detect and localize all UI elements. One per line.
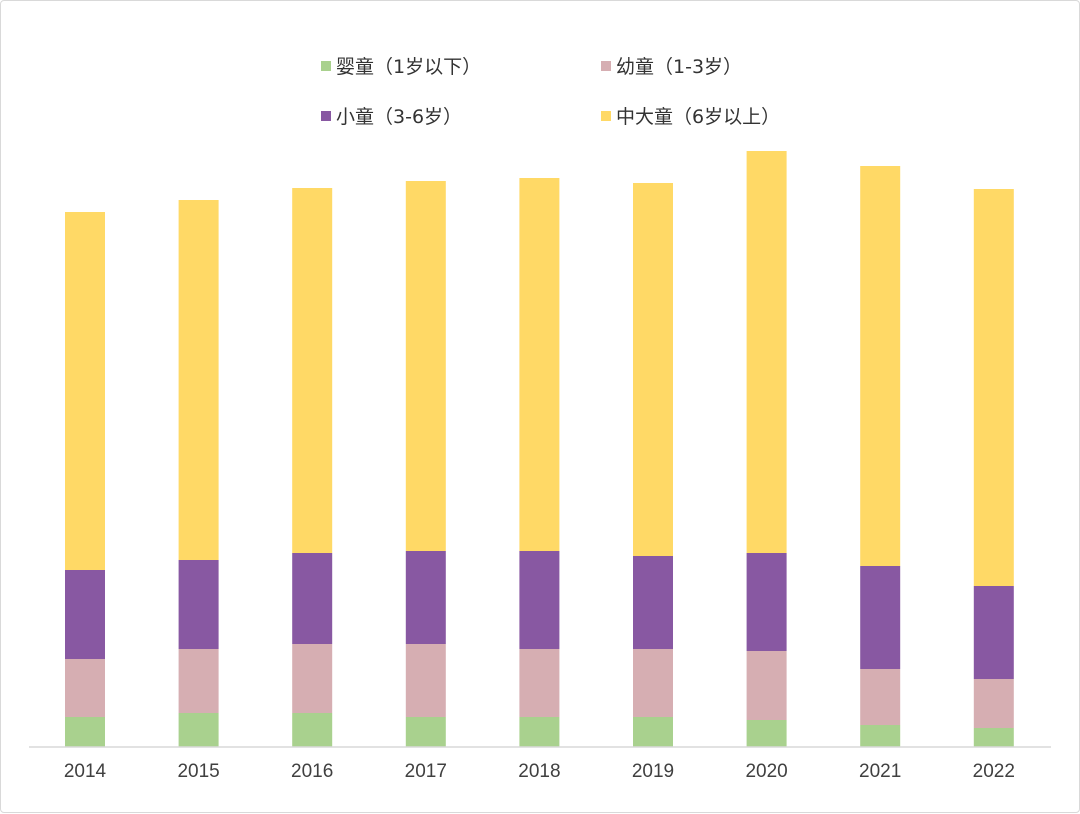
x-tick-label: 2020 (745, 761, 787, 782)
bar-segment-2020-series-2 (746, 553, 787, 651)
bar-segment-2017-series-0 (405, 717, 446, 747)
bar-segment-2020-series-3 (746, 151, 787, 553)
x-tick-label: 2016 (291, 761, 333, 782)
bar-segment-2017-series-1 (405, 644, 446, 717)
legend-swatch (601, 61, 611, 71)
x-tick-label: 2014 (64, 761, 107, 782)
bar-segment-2019-series-1 (633, 649, 673, 717)
bar-segment-2014-series-0 (65, 717, 105, 747)
legend-item: 小童（3-6岁） (321, 106, 462, 128)
legend-item: 幼童（1-3岁） (601, 56, 742, 78)
bar-segment-2019-series-2 (633, 556, 673, 649)
bar-segment-2022-series-0 (973, 728, 1014, 747)
legend-swatch (321, 111, 331, 121)
legend-label: 婴童（1岁以下） (336, 56, 481, 78)
bar-segment-2016-series-1 (292, 644, 333, 713)
bar-segment-2016-series-0 (292, 713, 333, 747)
bar-segment-2018-series-1 (519, 649, 560, 717)
legend-swatch (321, 61, 331, 71)
x-tick-labels: 2014 2015 2016 2017 2018 2019 2020 2021 2022 (64, 761, 1015, 782)
bar-segment-2018-series-2 (519, 551, 560, 649)
bar-segment-2014-series-2 (65, 570, 105, 659)
bar-segment-2015-series-2 (178, 560, 219, 649)
x-tick-label: 2019 (632, 761, 674, 782)
bar-segment-2016-series-3 (292, 188, 333, 553)
bar-segment-2022-series-2 (973, 586, 1014, 679)
bar-segment-2014-series-3 (65, 212, 105, 570)
bar-segment-2017-series-3 (405, 181, 446, 551)
bar-segment-2022-series-1 (973, 679, 1014, 728)
bar-segment-2020-series-1 (746, 651, 787, 720)
bar-segment-2019-series-3 (633, 183, 673, 556)
x-tick-label: 2018 (518, 761, 560, 782)
x-tick-label: 2017 (405, 761, 447, 782)
bar-segment-2020-series-0 (746, 720, 787, 747)
bar-segment-2016-series-2 (292, 553, 333, 644)
legend-item: 中大童（6岁以上） (601, 106, 780, 128)
legend-label: 中大童（6岁以上） (616, 106, 780, 128)
x-tick-label: 2015 (177, 761, 219, 782)
legend-swatch (601, 111, 611, 121)
bar-segment-2022-series-3 (973, 189, 1014, 586)
x-tick-label: 2022 (973, 761, 1015, 782)
bars (65, 151, 1014, 747)
bar-segment-2019-series-0 (633, 717, 673, 747)
bar-segment-2015-series-1 (178, 649, 219, 713)
legend-label: 幼童（1-3岁） (616, 56, 742, 78)
legend-label: 小童（3-6岁） (336, 106, 462, 128)
bar-segment-2015-series-3 (178, 200, 219, 560)
bar-segment-2014-series-1 (65, 659, 105, 717)
bar-segment-2021-series-2 (860, 566, 901, 669)
bar-segment-2021-series-0 (860, 725, 901, 747)
bar-segment-2018-series-3 (519, 178, 560, 551)
bar-segment-2018-series-0 (519, 717, 560, 747)
bar-segment-2015-series-0 (178, 713, 219, 747)
x-tick-label: 2021 (859, 761, 901, 782)
bar-segment-2021-series-1 (860, 669, 901, 725)
legend: 婴童（1岁以下） 幼童（1-3岁） 小童（3-6岁） 中大童（6岁以上） (321, 56, 780, 128)
bar-segment-2017-series-2 (405, 551, 446, 644)
legend-item: 婴童（1岁以下） (321, 56, 481, 78)
bar-segment-2021-series-3 (860, 166, 901, 566)
